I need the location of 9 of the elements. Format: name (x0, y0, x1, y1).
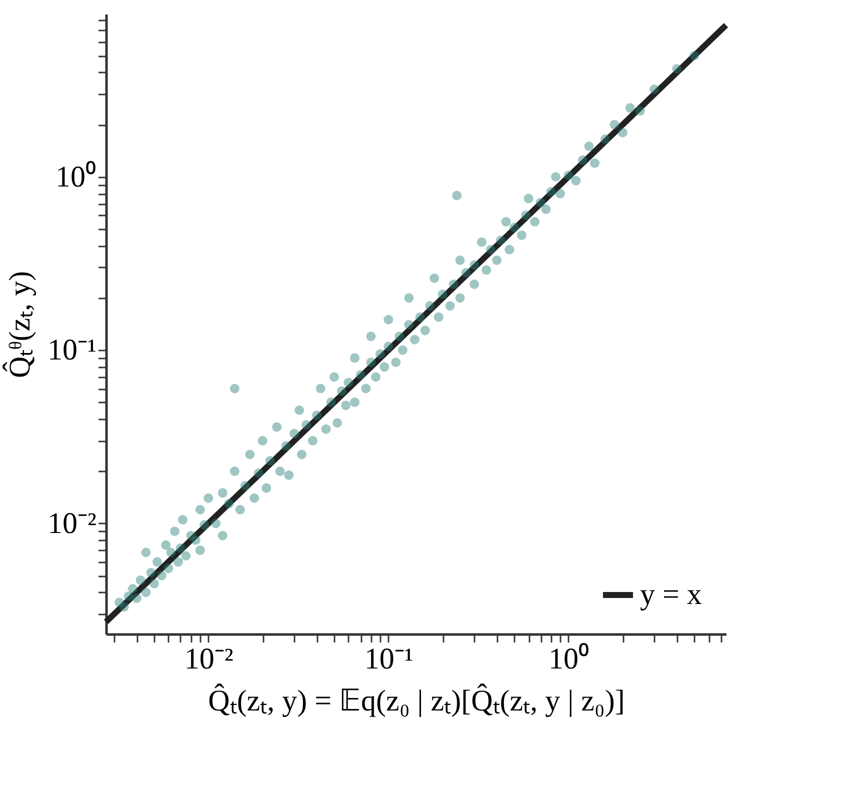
x-axis-title: Q̂ₜ(zₜ, y) = 𝔼q(z₀ | zₜ)[Q̂ₜ(zₜ, y | z₀)] (208, 683, 625, 718)
x-tick-label: 10⁰ (548, 642, 590, 676)
x-tick-label: 10⁻² (184, 642, 234, 676)
x-tick-label: 10⁻¹ (364, 642, 414, 676)
y-tick-label: 10⁻² (48, 506, 96, 540)
y-tick-label: 10⁰ (56, 160, 96, 194)
y-tick-label: 10⁻¹ (48, 334, 96, 367)
y-axis-title: Q̂ₜᶿ(zₜ, y) (2, 270, 37, 378)
legend-label: y = x (640, 578, 702, 611)
